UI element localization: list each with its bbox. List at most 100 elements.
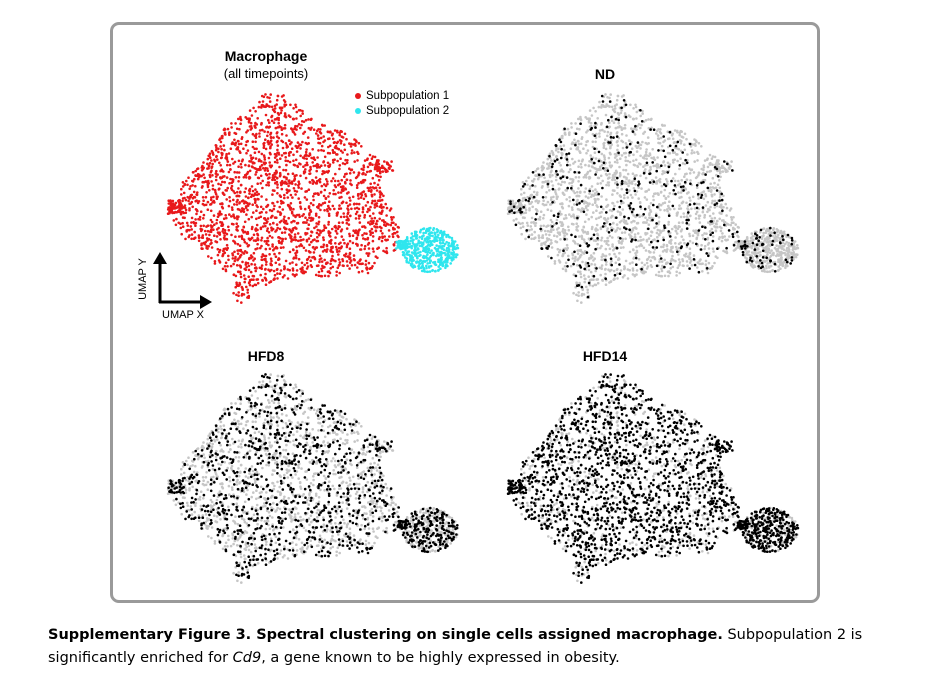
cell-point xyxy=(642,221,646,224)
cell-point xyxy=(364,263,368,266)
cell-point xyxy=(542,217,545,220)
cell-point xyxy=(642,132,645,135)
cell-point xyxy=(381,236,384,239)
cell-point xyxy=(283,196,286,200)
cell-point xyxy=(268,253,271,256)
cell-point xyxy=(202,241,205,245)
cell-point xyxy=(596,182,599,185)
cell-point xyxy=(534,221,538,225)
cell-point xyxy=(563,131,567,135)
cell-point xyxy=(550,159,553,162)
cell-point xyxy=(375,189,379,192)
cell-point xyxy=(251,132,255,136)
cell-point xyxy=(440,256,443,259)
cell-point xyxy=(212,195,215,199)
cell-point xyxy=(259,106,263,109)
cell-point xyxy=(297,180,300,183)
cell-point xyxy=(685,215,689,218)
cell-point xyxy=(447,243,450,247)
cell-point xyxy=(619,157,622,160)
cell-point xyxy=(325,178,328,181)
cell-point xyxy=(721,170,725,173)
cell-point xyxy=(594,157,598,160)
cell-point xyxy=(253,125,257,128)
cell-point xyxy=(634,183,637,186)
cell-point xyxy=(623,127,627,130)
cell-point xyxy=(254,110,257,113)
cell-point xyxy=(196,209,199,213)
cell-point xyxy=(303,157,306,160)
cell-point xyxy=(632,187,636,190)
cell-point xyxy=(632,153,635,157)
cell-point xyxy=(561,152,564,155)
cell-point xyxy=(401,250,405,254)
cell-point xyxy=(390,218,394,221)
cell-point xyxy=(535,199,538,202)
cell-point xyxy=(634,144,638,148)
cell-point xyxy=(266,139,270,143)
cell-point xyxy=(295,245,298,249)
cell-point xyxy=(250,156,253,160)
cell-point xyxy=(424,246,428,250)
cell-point xyxy=(264,93,267,96)
cell-point xyxy=(569,147,573,150)
cell-point xyxy=(575,281,578,284)
cell-point xyxy=(181,199,184,203)
cell-point xyxy=(271,108,275,111)
cell-point xyxy=(711,199,714,203)
cell-point xyxy=(203,176,206,180)
cell-point xyxy=(380,203,383,206)
cell-point xyxy=(373,181,376,185)
cell-point xyxy=(610,268,613,272)
cell-point xyxy=(208,173,212,177)
cell-point xyxy=(226,127,230,131)
cell-point xyxy=(584,116,587,119)
cell-point xyxy=(415,252,418,255)
cell-point xyxy=(269,257,273,260)
cell-point xyxy=(631,117,635,121)
cell-point xyxy=(266,96,269,99)
cell-point xyxy=(649,259,652,262)
cell-point xyxy=(292,187,296,190)
cell-point xyxy=(356,266,359,269)
cell-point xyxy=(294,183,297,186)
cell-point xyxy=(566,127,570,131)
cell-point xyxy=(270,259,273,263)
cell-point xyxy=(655,225,658,228)
cell-point xyxy=(579,142,583,146)
cell-point xyxy=(666,161,670,165)
cell-point xyxy=(235,203,239,206)
cell-point xyxy=(275,216,278,219)
cell-point xyxy=(271,236,274,239)
cell-point xyxy=(271,178,274,182)
cell-point xyxy=(394,247,398,250)
cell-point xyxy=(551,151,555,154)
cell-point xyxy=(205,244,208,248)
cell-point xyxy=(659,274,663,278)
cell-point xyxy=(561,223,565,226)
cell-point xyxy=(605,221,608,225)
cell-point xyxy=(644,168,647,171)
cell-point xyxy=(710,157,714,160)
cell-point xyxy=(622,218,626,221)
cell-point xyxy=(654,273,658,277)
cell-point xyxy=(583,240,587,244)
cell-point xyxy=(404,249,407,252)
cell-point xyxy=(599,227,603,231)
cell-point xyxy=(626,196,630,199)
cell-point xyxy=(548,152,552,155)
cell-point xyxy=(652,156,656,159)
cell-point xyxy=(613,110,617,114)
cell-point xyxy=(283,193,286,197)
cell-point xyxy=(644,231,647,235)
cell-point xyxy=(175,217,178,221)
cell-point xyxy=(231,157,234,161)
cell-point xyxy=(339,149,343,153)
cell-point xyxy=(247,237,251,240)
cell-point xyxy=(660,148,663,152)
cell-point xyxy=(584,187,588,190)
cell-point xyxy=(710,194,714,198)
cell-point xyxy=(354,217,358,220)
cell-point xyxy=(656,162,659,166)
cell-point xyxy=(303,196,307,199)
